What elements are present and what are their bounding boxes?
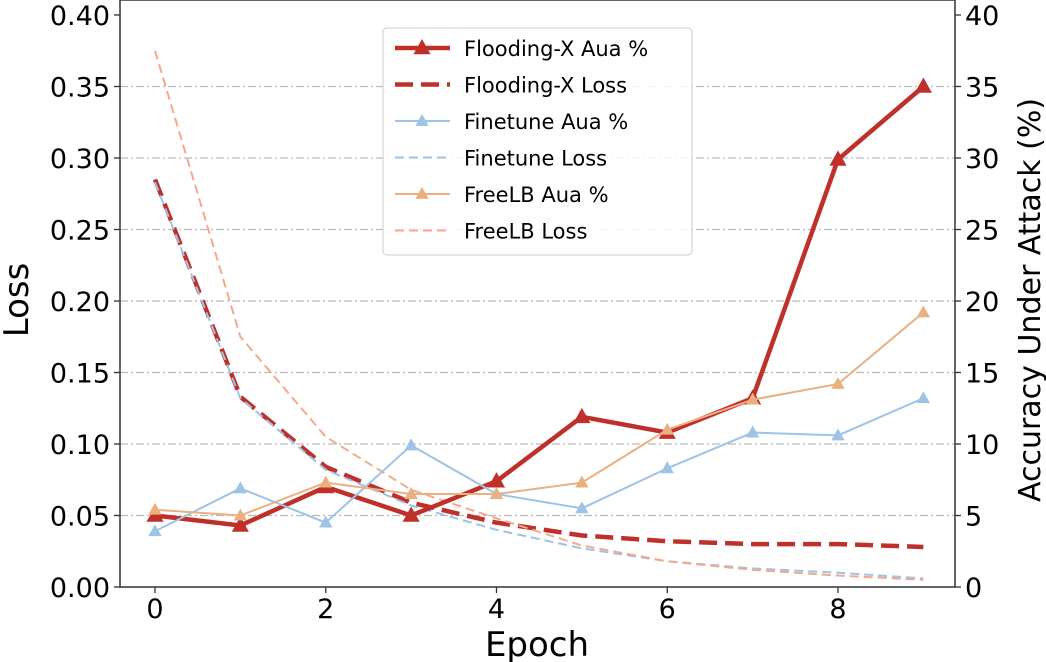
series-finetune-loss (154, 181, 924, 580)
data-point-marker (319, 475, 333, 488)
y-left-tick-label: 0.10 (50, 430, 110, 461)
plot-frame (119, 0, 956, 588)
data-point-marker (745, 425, 760, 438)
series-line (152, 178, 924, 550)
legend-marker (413, 39, 431, 55)
data-point-marker (487, 472, 506, 488)
series-finetune-aua- (148, 391, 931, 537)
y-left-tick-label: 0.20 (50, 287, 110, 318)
data-point-marker (916, 391, 931, 404)
data-point-marker (404, 438, 418, 451)
x-tick-label: 0 (146, 594, 163, 625)
data-point-marker (402, 506, 420, 522)
ticks: 0.00 0.05 0.10 0.15 0.20 0.25 0.30 0.35 0.40 0 5 10… (50, 1, 999, 625)
data-point-marker (404, 487, 418, 499)
legend-label: Flooding-X Loss (464, 74, 627, 98)
data-point-marker (916, 305, 931, 318)
legend-item: FreeLB Aua % (395, 183, 609, 207)
y-left-tick-label: 0.00 (50, 573, 110, 604)
series-line (154, 311, 925, 517)
data-point-marker (319, 515, 333, 528)
x-tick-label: 8 (829, 594, 846, 625)
data-point-marker (489, 487, 504, 499)
series-flooding-x-loss (152, 178, 924, 550)
data-point-marker (148, 502, 162, 515)
y-right-tick-label: 35 (965, 73, 999, 104)
y-left-tick-label: 0.35 (50, 73, 110, 104)
data-point-marker (231, 516, 249, 532)
y-right-tick-label: 10 (965, 430, 999, 461)
x-tick-label: 4 (488, 594, 505, 625)
legend-label: FreeLB Loss (464, 220, 587, 244)
series-freelb-loss (154, 50, 924, 581)
x-axis-label: Epoch (485, 625, 589, 662)
data-point-marker (233, 481, 248, 494)
series-line (154, 181, 924, 580)
data-point-marker (831, 376, 845, 389)
y-axis-right-label: Accuracy Under Attack (%) (1013, 98, 1046, 502)
y-left-tick-label: 0.15 (50, 359, 110, 390)
legend-item: FreeLB Loss (395, 220, 587, 244)
y-right-tick-label: 40 (965, 1, 999, 32)
data-point-marker (233, 508, 248, 521)
data-point-marker (829, 150, 847, 166)
series-line (154, 50, 924, 581)
legend-label: FreeLB Aua % (464, 183, 609, 207)
legend-item: Flooding-X Aua % (395, 37, 648, 61)
y-right-tick-label: 30 (965, 144, 999, 175)
legend-marker (415, 114, 429, 126)
data-point-marker (148, 524, 162, 537)
legend-item: Flooding-X Loss (395, 74, 627, 98)
data-point-marker (660, 461, 674, 474)
series-line (154, 397, 924, 533)
legend-label: Flooding-X Aua % (464, 37, 648, 61)
legend: Flooding-X Aua % Flooding-X Loss Finetune … (382, 27, 693, 256)
y-left-tick-label: 0.05 (50, 502, 110, 533)
data-point-marker (660, 422, 674, 435)
y-left-tick-label: 0.25 (50, 216, 110, 247)
series-freelb-aua- (148, 305, 931, 521)
legend-label: Finetune Aua % (464, 110, 628, 134)
y-right-tick-label: 25 (965, 216, 999, 247)
x-tick-label: 6 (659, 594, 676, 625)
y-right-tick-label: 5 (965, 502, 982, 533)
legend-item: Finetune Aua % (395, 110, 628, 134)
y-right-tick-label: 0 (965, 573, 982, 604)
legend-item: Finetune Loss (395, 147, 607, 171)
series-group (146, 50, 932, 581)
data-point-marker (573, 407, 591, 424)
y-left-tick-label: 0.30 (50, 144, 110, 175)
legend-box (382, 27, 693, 256)
x-tick-label: 2 (317, 594, 334, 625)
data-point-marker (914, 77, 932, 93)
data-point-marker (745, 392, 760, 405)
y-axis-left-label: Loss (0, 263, 37, 338)
data-point-marker (575, 475, 589, 488)
y-left-tick-label: 0.40 (50, 1, 110, 32)
data-point-marker (831, 428, 845, 441)
legend-marker (415, 187, 429, 199)
data-point-marker (575, 501, 589, 514)
legend-label: Finetune Loss (464, 147, 607, 171)
y-right-tick-label: 20 (965, 287, 999, 318)
y-right-tick-label: 15 (965, 359, 999, 390)
